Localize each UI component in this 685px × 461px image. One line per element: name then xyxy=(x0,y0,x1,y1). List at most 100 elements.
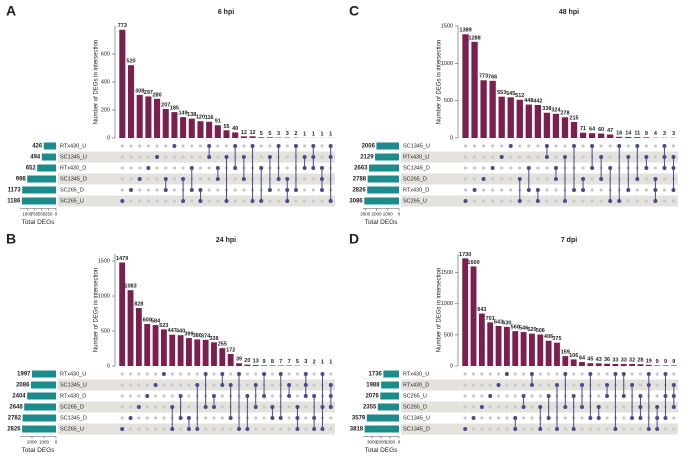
matrix-dot xyxy=(212,416,215,419)
matrix-dot xyxy=(303,144,306,147)
value-label: 375 xyxy=(552,336,561,342)
matrix-dot xyxy=(303,188,306,191)
matrix-dot xyxy=(636,199,639,202)
matrix-dot-member xyxy=(190,166,194,170)
matrix-dot xyxy=(329,427,332,430)
set-bar xyxy=(22,198,56,205)
matrix-dot xyxy=(605,372,608,375)
matrix-dot-member xyxy=(155,155,159,159)
intersection-bar xyxy=(161,329,167,366)
matrix-dot-member xyxy=(597,405,601,409)
matrix-dot xyxy=(154,405,157,408)
matrix-dot xyxy=(491,199,494,202)
matrix-dot xyxy=(555,372,558,375)
matrix-dot xyxy=(597,427,600,430)
matrix-dot xyxy=(656,372,659,375)
matrix-dot-member xyxy=(216,166,220,170)
matrix-dot-member xyxy=(195,383,199,387)
matrix-dot-member xyxy=(464,199,468,203)
matrix-dot xyxy=(216,155,219,158)
matrix-dot xyxy=(242,199,245,202)
matrix-dot-member xyxy=(259,166,263,170)
matrix-dot-member xyxy=(530,372,534,376)
matrix-dot-member xyxy=(472,416,476,420)
intersection-bar xyxy=(499,97,505,138)
matrix-dot xyxy=(530,427,533,430)
matrix-dot xyxy=(262,416,265,419)
matrix-dot-member xyxy=(555,383,559,387)
matrix-dot xyxy=(522,372,525,375)
set-bar xyxy=(37,165,56,172)
intersection-bar xyxy=(517,100,523,138)
intersection-bar xyxy=(634,137,640,138)
matrix-dot-member xyxy=(663,372,667,376)
x-tick-label: 2000 xyxy=(371,212,382,217)
matrix-dot xyxy=(591,199,594,202)
intersection-bar xyxy=(663,365,669,366)
matrix-dot xyxy=(627,199,630,202)
matrix-dot xyxy=(199,144,202,147)
matrix-dot xyxy=(663,188,666,191)
matrix-dot-member xyxy=(653,188,657,192)
matrix-dot xyxy=(221,427,224,430)
intersection-bar xyxy=(571,359,577,366)
matrix-dot xyxy=(639,427,642,430)
matrix-dot xyxy=(147,177,150,180)
matrix-dot xyxy=(121,383,124,386)
intersection-bar xyxy=(250,136,256,138)
matrix-dot-member xyxy=(644,166,648,170)
value-label: 9 xyxy=(645,131,648,137)
x-axis-label: Total DEGs xyxy=(22,447,56,454)
matrix-dot-member xyxy=(198,188,202,192)
matrix-dot xyxy=(536,144,539,147)
matrix-dot xyxy=(287,427,290,430)
matrix-dot-member xyxy=(207,155,211,159)
intersection-bar xyxy=(607,134,613,138)
value-label: 116 xyxy=(205,115,214,121)
matrix-dot-member xyxy=(162,372,166,376)
matrix-dot-member xyxy=(254,405,258,409)
matrix-dot xyxy=(605,427,608,430)
matrix-dot xyxy=(199,177,202,180)
matrix-dot-member xyxy=(204,372,208,376)
set-name: SC265_U xyxy=(60,426,84,432)
set-bar xyxy=(376,143,399,150)
matrix-dot xyxy=(600,199,603,202)
matrix-dot-member xyxy=(554,177,558,181)
value-label: 5 xyxy=(268,131,271,137)
x-tick-label: 0 xyxy=(55,440,58,445)
matrix-dot xyxy=(500,144,503,147)
set-bar xyxy=(365,426,399,433)
set-name: SC265_U xyxy=(403,198,427,204)
matrix-dot xyxy=(271,394,274,397)
intersection-bar xyxy=(596,363,602,366)
value-label: 12 xyxy=(241,130,247,136)
matrix-dot xyxy=(171,394,174,397)
set-value-label: 426 xyxy=(32,144,43,150)
matrix-dot-member xyxy=(137,405,141,409)
matrix-dot xyxy=(527,199,530,202)
intersection-bar xyxy=(169,335,175,366)
value-label: 843 xyxy=(477,307,486,313)
matrix-dot xyxy=(173,199,176,202)
matrix-dot-member xyxy=(638,405,642,409)
value-label: 1600 xyxy=(467,260,479,266)
value-label: 32 xyxy=(629,357,635,363)
matrix-dot xyxy=(572,383,575,386)
matrix-dot xyxy=(518,166,521,169)
matrix-dot xyxy=(242,188,245,191)
matrix-dot xyxy=(639,383,642,386)
set-value-label: 2788 xyxy=(353,177,367,183)
matrix-dot xyxy=(286,155,289,158)
matrix-dot-member xyxy=(277,144,281,148)
matrix-dot xyxy=(212,383,215,386)
matrix-dot xyxy=(600,144,603,147)
value-label: 520 xyxy=(126,59,135,65)
set-name: SC265_D xyxy=(403,404,427,410)
intersection-bar xyxy=(621,364,627,366)
x-axis-label: Total DEGs xyxy=(22,219,56,226)
matrix-dot xyxy=(630,372,633,375)
set-value-label: 2355 xyxy=(363,405,377,411)
matrix-dot xyxy=(663,177,666,180)
